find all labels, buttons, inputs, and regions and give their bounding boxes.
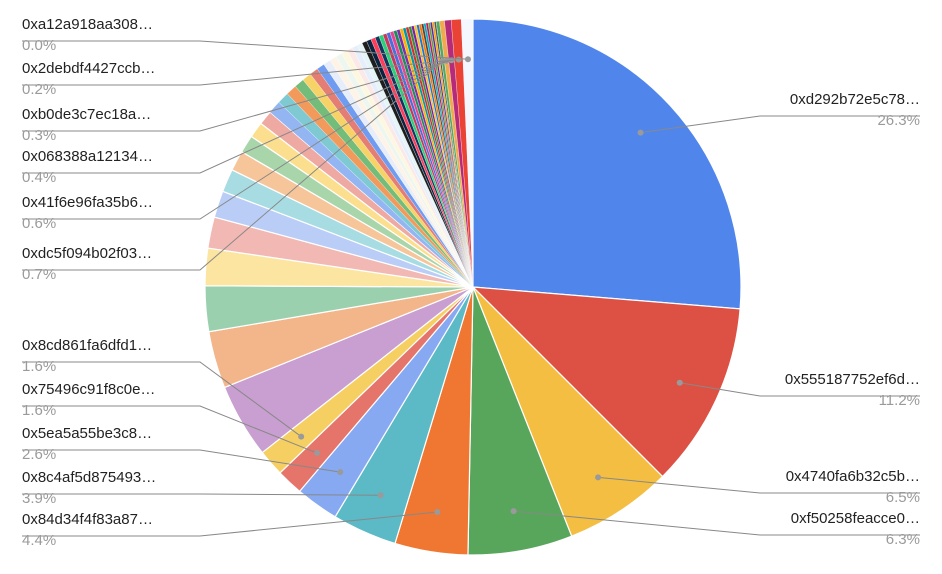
pie-slice bbox=[472, 18, 742, 310]
leader-dot bbox=[455, 56, 462, 63]
slice-label: 0x75496c91f8c0e… bbox=[22, 381, 155, 398]
slice-percent: 4.4% bbox=[22, 532, 56, 549]
slice-label: 0xf50258feacce0… bbox=[791, 510, 920, 527]
slice-percent: 0.4% bbox=[22, 169, 56, 186]
leader-dot bbox=[637, 129, 644, 136]
slice-label: 0xd292b72e5c78… bbox=[790, 91, 920, 108]
pie-slice bbox=[471, 286, 741, 478]
slice-label: 0x5ea5a55be3c8… bbox=[22, 425, 152, 442]
slice-percent: 3.9% bbox=[22, 490, 56, 507]
slice-label: 0x41f6e96fa35b6… bbox=[22, 194, 153, 211]
leader-line bbox=[22, 59, 452, 132]
leader-line bbox=[22, 405, 318, 454]
slice-label: 0x8c4af5d875493… bbox=[22, 469, 156, 486]
slice-label: 0x555187752ef6d… bbox=[785, 371, 920, 388]
slice-percent: 6.3% bbox=[886, 531, 920, 548]
slice-label: 0xdc5f094b02f03… bbox=[22, 245, 152, 262]
leader-line bbox=[640, 115, 920, 134]
leader-dot bbox=[510, 508, 517, 515]
slice-percent: 0.6% bbox=[22, 215, 56, 232]
slice-label: 0x4740fa6b32c5b… bbox=[786, 468, 920, 485]
leader-line bbox=[22, 511, 438, 537]
slice-labels: 0xd292b72e5c78… 26.3% 0x555187752ef6d… 11.2… bbox=[22, 16, 920, 549]
slice-percent: 0.7% bbox=[22, 266, 56, 283]
slice-label: 0x8cd861fa6dfd1… bbox=[22, 337, 152, 354]
slice-percent: 26.3% bbox=[877, 112, 920, 129]
leader-dot bbox=[314, 450, 321, 457]
slice-percent: 1.6% bbox=[22, 402, 56, 419]
leader-line bbox=[22, 60, 442, 271]
leader-dot bbox=[464, 56, 471, 63]
slice-label: 0xa12a918aa308… bbox=[22, 16, 153, 33]
leader-dot bbox=[337, 469, 344, 476]
leader-line bbox=[679, 382, 920, 397]
slice-percent: 2.6% bbox=[22, 446, 56, 463]
pie-slices bbox=[204, 18, 742, 556]
slice-label: 0x068388a12134… bbox=[22, 148, 153, 165]
slice-percent: 11.2% bbox=[879, 392, 920, 409]
slice-label: 0x84d34f4f83a87… bbox=[22, 511, 153, 528]
leader-line bbox=[22, 40, 469, 60]
leader-dot bbox=[434, 508, 441, 515]
leader-line bbox=[22, 60, 447, 174]
pie-slice bbox=[461, 18, 474, 288]
leader-line bbox=[513, 510, 920, 536]
leader-line bbox=[22, 493, 381, 496]
slice-percent: 0.0% bbox=[22, 37, 56, 54]
leader-line bbox=[22, 449, 341, 473]
slice-label: 0xb0de3c7ec18a… bbox=[22, 106, 151, 123]
leader-dot bbox=[595, 474, 602, 481]
leader-line bbox=[22, 60, 444, 220]
slice-percent: 6.5% bbox=[886, 489, 920, 506]
pie-slice bbox=[472, 286, 664, 537]
leader-dot bbox=[377, 492, 384, 499]
leader-dot bbox=[676, 379, 683, 386]
leader-dot bbox=[298, 433, 305, 440]
leader-line bbox=[22, 59, 459, 86]
slice-percent: 1.6% bbox=[22, 358, 56, 375]
leader-lines bbox=[22, 40, 920, 537]
leader-line bbox=[598, 476, 920, 494]
slice-percent: 0.3% bbox=[22, 127, 56, 144]
slice-percent: 0.2% bbox=[22, 81, 56, 98]
slice-label: 0x2debdf4427ccb… bbox=[22, 60, 155, 77]
leader-line bbox=[22, 361, 302, 437]
